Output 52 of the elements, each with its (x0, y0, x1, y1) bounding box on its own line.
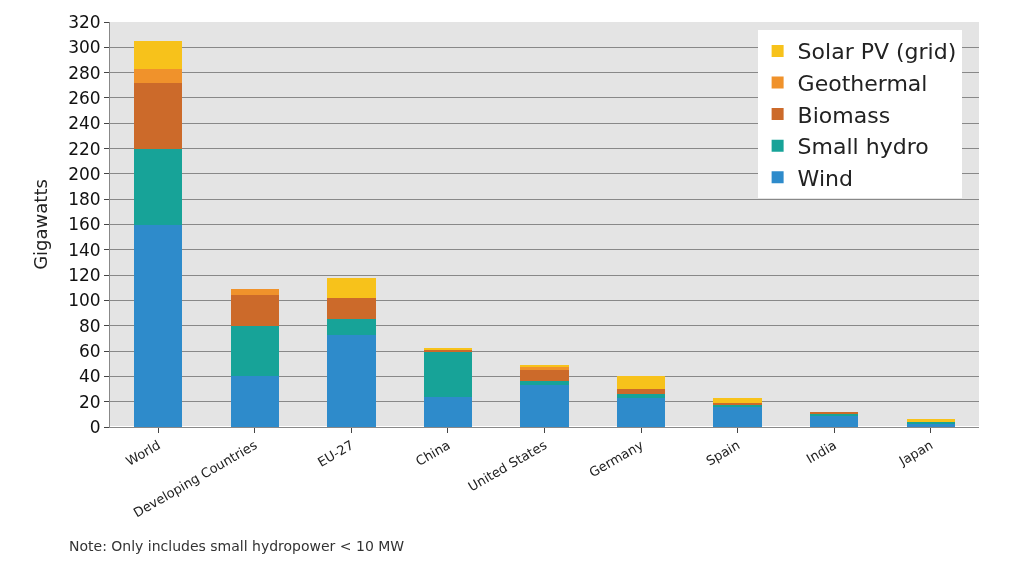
bar (713, 406, 762, 427)
text: Note: Only includes small hydropower < 10 MW (69, 538, 405, 554)
bar (327, 297, 376, 320)
y-tick-label: 240 (68, 113, 101, 134)
bar (423, 396, 473, 427)
legend-label: Small hydro (797, 134, 929, 160)
bar (134, 148, 183, 225)
x-tick-label: India (803, 437, 839, 467)
y-tick-label: 320 (68, 11, 101, 32)
y-tick-label: 260 (68, 87, 101, 108)
bar (230, 289, 279, 296)
y-tick-label: 200 (68, 163, 101, 184)
bar (616, 394, 666, 398)
y-tick-label: 20 (78, 391, 101, 412)
y-tick-label: 120 (68, 265, 101, 286)
y-tick-label: 60 (78, 341, 101, 362)
bar (616, 397, 666, 427)
bar (520, 370, 569, 382)
y-tick-label: 100 (68, 290, 101, 311)
bar (616, 389, 666, 395)
bar (520, 364, 569, 367)
x-tick-label: China (413, 437, 453, 469)
bar (230, 376, 279, 427)
bar (327, 334, 376, 427)
bar (520, 381, 569, 386)
y-tick-label: 40 (78, 366, 101, 387)
y-tick-label: 140 (68, 239, 101, 260)
y-tick-label: 0 (89, 416, 101, 437)
legend-label: Solar PV (grid) (797, 39, 957, 65)
y-axis-title: Gigawatts (30, 179, 52, 270)
y-tick-label: 220 (68, 138, 101, 159)
legend-label: Wind (797, 165, 853, 191)
bar (810, 415, 859, 427)
legend-label: Biomass (797, 102, 891, 128)
bar (230, 325, 279, 377)
bar (230, 295, 279, 326)
y-tick-label: 180 (68, 189, 101, 210)
bar (327, 319, 376, 335)
bar (616, 376, 666, 390)
bar (134, 82, 183, 149)
bar (327, 277, 376, 298)
y-tick-label: 280 (68, 62, 101, 83)
legend-label: Geothermal (797, 71, 928, 97)
bar (713, 397, 762, 403)
y-tick-label: 300 (68, 37, 101, 58)
y-tick-label: 160 (68, 214, 101, 235)
bar (520, 385, 569, 427)
bar (134, 224, 183, 427)
y-tick-label: 80 (78, 315, 101, 336)
bar (423, 352, 473, 397)
bar (134, 68, 183, 83)
bar (134, 40, 183, 69)
